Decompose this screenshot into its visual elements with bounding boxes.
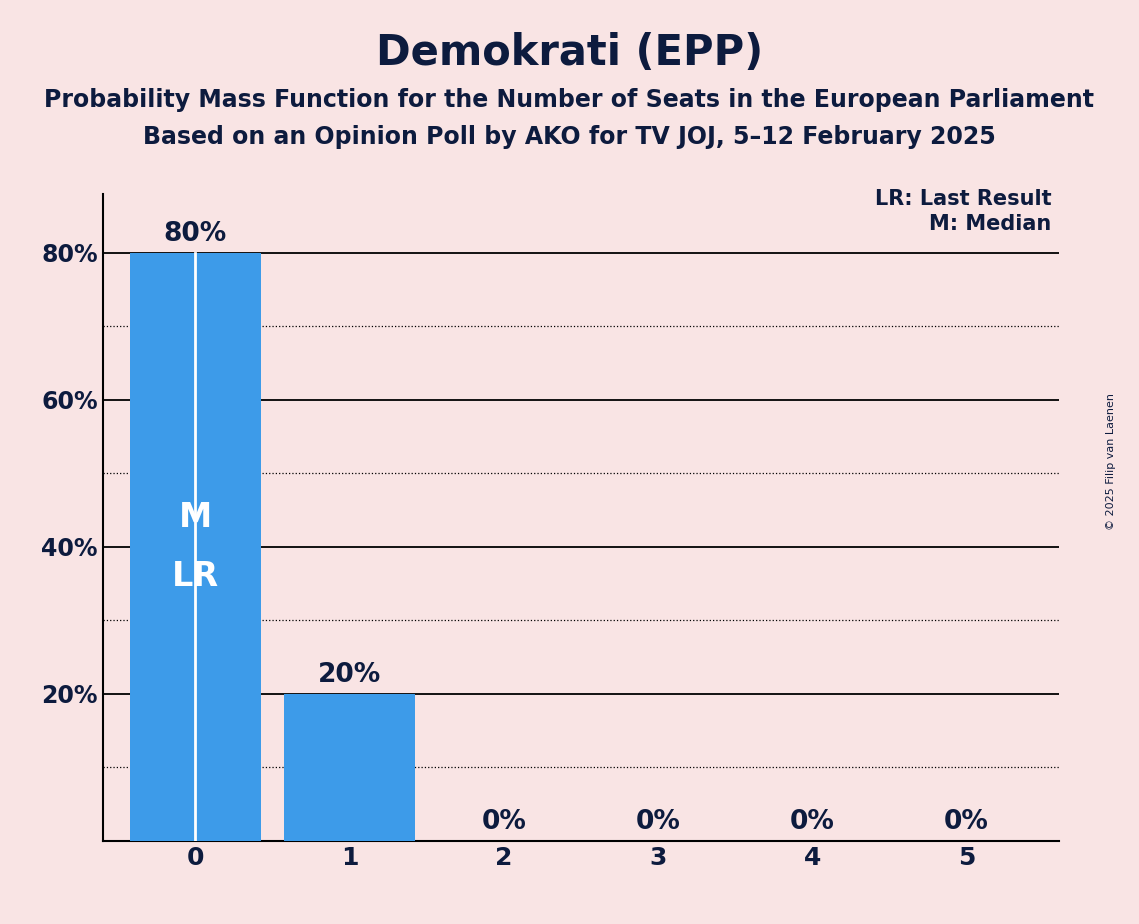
Text: Based on an Opinion Poll by AKO for TV JOJ, 5–12 February 2025: Based on an Opinion Poll by AKO for TV J… (144, 125, 995, 149)
Text: Probability Mass Function for the Number of Seats in the European Parliament: Probability Mass Function for the Number… (44, 88, 1095, 112)
Text: M: Median: M: Median (929, 214, 1051, 235)
Text: Demokrati (EPP): Demokrati (EPP) (376, 32, 763, 74)
Text: 20%: 20% (318, 662, 382, 688)
Text: LR: Last Result: LR: Last Result (875, 188, 1051, 209)
Text: LR: LR (172, 560, 219, 592)
Bar (130, 253, 261, 841)
Text: 0%: 0% (790, 808, 835, 835)
Text: 0%: 0% (482, 808, 526, 835)
Text: M: M (179, 501, 212, 534)
Text: 80%: 80% (164, 221, 227, 247)
Text: © 2025 Filip van Laenen: © 2025 Filip van Laenen (1106, 394, 1115, 530)
Text: 0%: 0% (944, 808, 989, 835)
Bar (284, 694, 415, 841)
Text: 0%: 0% (636, 808, 680, 835)
